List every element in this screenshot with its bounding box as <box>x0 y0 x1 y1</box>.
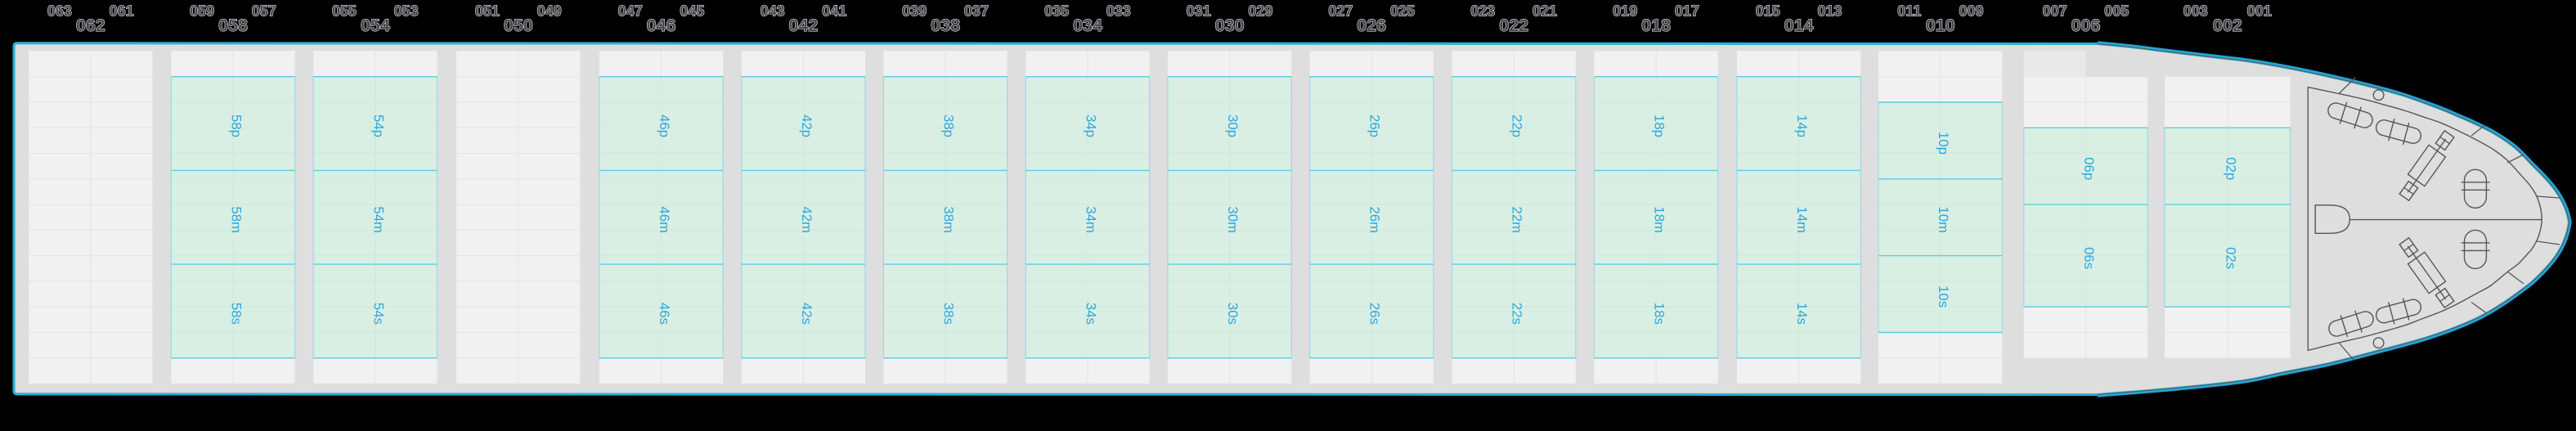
svg-text:058: 058 <box>218 16 248 35</box>
svg-text:14m: 14m <box>1794 206 1810 233</box>
svg-text:038: 038 <box>931 16 960 35</box>
svg-text:30m: 30m <box>1225 206 1241 233</box>
svg-text:063: 063 <box>47 3 72 20</box>
svg-text:02s: 02s <box>2223 247 2238 269</box>
svg-text:049: 049 <box>537 3 562 20</box>
svg-text:06p: 06p <box>2081 157 2097 180</box>
svg-text:062: 062 <box>76 16 105 35</box>
svg-text:033: 033 <box>1106 3 1131 20</box>
svg-text:055: 055 <box>332 3 357 20</box>
svg-text:006: 006 <box>2071 16 2101 35</box>
svg-text:26p: 26p <box>1367 114 1383 137</box>
svg-text:10p: 10p <box>1936 132 1951 155</box>
svg-text:045: 045 <box>680 3 704 20</box>
svg-text:58s: 58s <box>228 303 244 325</box>
svg-text:38s: 38s <box>941 303 957 325</box>
svg-text:34s: 34s <box>1083 303 1098 325</box>
svg-text:023: 023 <box>1470 3 1495 20</box>
svg-text:027: 027 <box>1328 3 1353 20</box>
svg-text:26m: 26m <box>1367 206 1383 233</box>
svg-text:46s: 46s <box>657 303 672 325</box>
svg-text:02p: 02p <box>2223 157 2238 180</box>
svg-text:031: 031 <box>1187 3 1211 20</box>
svg-text:047: 047 <box>618 3 643 20</box>
svg-text:011: 011 <box>1897 3 1921 20</box>
svg-text:030: 030 <box>1215 16 1245 35</box>
svg-text:051: 051 <box>475 3 500 20</box>
svg-text:54m: 54m <box>370 206 386 233</box>
svg-text:026: 026 <box>1357 16 1386 35</box>
svg-text:18p: 18p <box>1652 114 1667 137</box>
svg-text:037: 037 <box>964 3 989 20</box>
svg-text:046: 046 <box>647 16 676 35</box>
svg-text:034: 034 <box>1073 16 1102 35</box>
svg-text:46p: 46p <box>657 114 672 137</box>
svg-text:38m: 38m <box>941 206 957 233</box>
svg-text:30s: 30s <box>1225 303 1241 325</box>
svg-text:06s: 06s <box>2081 247 2097 269</box>
svg-text:013: 013 <box>1817 3 1842 20</box>
svg-text:007: 007 <box>2043 3 2067 20</box>
svg-text:46m: 46m <box>657 206 672 233</box>
svg-text:58p: 58p <box>228 114 244 137</box>
svg-text:38p: 38p <box>941 114 957 137</box>
svg-text:025: 025 <box>1390 3 1415 20</box>
svg-text:010: 010 <box>1926 16 1955 35</box>
svg-text:054: 054 <box>361 16 390 35</box>
svg-text:005: 005 <box>2104 3 2129 20</box>
svg-text:42m: 42m <box>799 206 815 233</box>
svg-text:18s: 18s <box>1652 303 1667 325</box>
svg-text:34p: 34p <box>1083 114 1098 137</box>
svg-text:14s: 14s <box>1794 303 1810 325</box>
svg-text:42s: 42s <box>799 303 815 325</box>
svg-text:34m: 34m <box>1083 206 1098 233</box>
svg-text:050: 050 <box>504 16 533 35</box>
svg-text:053: 053 <box>394 3 419 20</box>
svg-text:042: 042 <box>788 16 818 35</box>
svg-text:18m: 18m <box>1652 206 1667 233</box>
svg-text:26s: 26s <box>1367 303 1383 325</box>
svg-text:10m: 10m <box>1936 206 1951 233</box>
svg-text:10s: 10s <box>1936 285 1951 308</box>
svg-text:018: 018 <box>1641 16 1671 35</box>
svg-text:22p: 22p <box>1510 114 1525 137</box>
svg-text:42p: 42p <box>799 114 815 137</box>
svg-text:017: 017 <box>1675 3 1699 20</box>
svg-text:035: 035 <box>1044 3 1069 20</box>
svg-text:22m: 22m <box>1510 206 1525 233</box>
svg-text:043: 043 <box>761 3 785 20</box>
svg-text:001: 001 <box>2247 3 2272 20</box>
svg-text:22s: 22s <box>1510 303 1525 325</box>
svg-text:061: 061 <box>110 3 134 20</box>
svg-text:022: 022 <box>1499 16 1528 35</box>
svg-text:002: 002 <box>2213 16 2242 35</box>
svg-text:029: 029 <box>1248 3 1272 20</box>
svg-text:041: 041 <box>822 3 846 20</box>
svg-text:021: 021 <box>1533 3 1557 20</box>
svg-text:58m: 58m <box>228 206 244 233</box>
svg-text:003: 003 <box>2183 3 2208 20</box>
svg-text:059: 059 <box>190 3 214 20</box>
svg-text:54p: 54p <box>370 114 386 137</box>
svg-text:015: 015 <box>1756 3 1780 20</box>
svg-text:54s: 54s <box>370 303 386 325</box>
svg-text:039: 039 <box>902 3 927 20</box>
svg-text:057: 057 <box>252 3 276 20</box>
svg-text:014: 014 <box>1784 16 1814 35</box>
svg-text:30p: 30p <box>1225 114 1241 137</box>
svg-text:019: 019 <box>1613 3 1637 20</box>
svg-text:009: 009 <box>1959 3 1983 20</box>
svg-text:14p: 14p <box>1794 114 1810 137</box>
